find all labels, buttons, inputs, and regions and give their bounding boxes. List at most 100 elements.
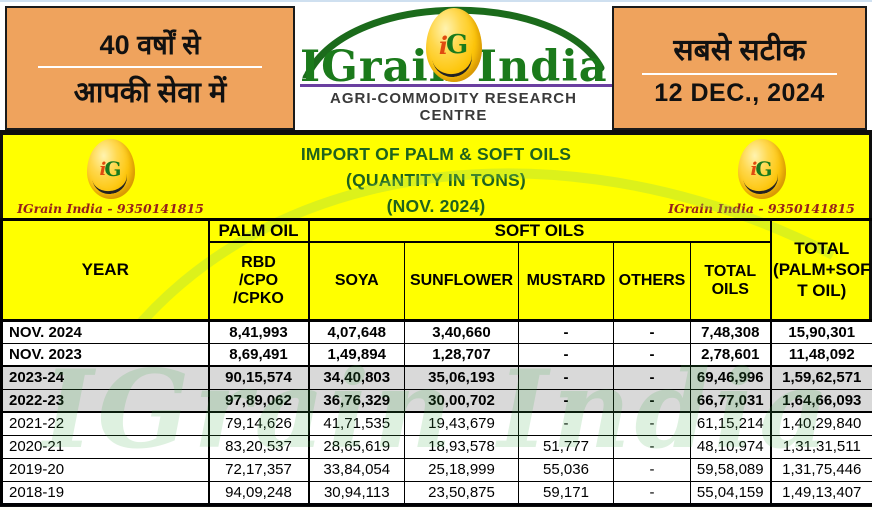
col-header-year: YEAR — [1, 219, 210, 322]
tagline-rule — [300, 84, 620, 87]
cell-soya: 41,71,535 — [308, 411, 405, 436]
cell-total-oils: 48,10,974 — [689, 434, 772, 459]
banner-right-divider — [641, 73, 838, 75]
col-header-soya: SOYA — [308, 241, 405, 322]
cell-others: - — [613, 365, 691, 390]
left-logo-caption: IGrain India - 9350141815 — [17, 201, 204, 216]
cell-total-oils: 69,46,996 — [689, 365, 772, 390]
egg-letter-i: i — [750, 158, 758, 180]
cell-soya: 33,84,054 — [308, 457, 405, 482]
cell-grand-total: 1,49,13,407 — [770, 480, 872, 505]
table-row-nov-2023: NOV. 2023 8,69,491 1,49,894 1,28,707 - -… — [1, 342, 872, 367]
cell-grand-total: 1,31,31,511 — [770, 434, 872, 459]
cell-total-oils: 61,15,214 — [689, 411, 772, 436]
cell-soya: 34,40,803 — [308, 365, 405, 390]
cell-total-oils: 55,04,159 — [689, 480, 772, 505]
cell-total-oils: 7,48,308 — [689, 319, 772, 344]
col-header-others: OTHERS — [613, 241, 691, 322]
col-header-mustard: MUSTARD — [518, 241, 614, 322]
row-year: NOV. 2023 — [1, 342, 210, 367]
col-header-total: TOTAL (PALM+SOF T OIL) — [769, 219, 872, 322]
banner-right-line1: सबसे सटीक — [673, 34, 806, 67]
cell-palm: 90,15,574 — [208, 365, 310, 390]
cell-sunflower: 19,43,679 — [404, 411, 519, 436]
table-row-2022-23: 2022-23 97,89,062 36,76,329 30,00,702 - … — [1, 388, 872, 413]
group-header-row: YEAR PALM OIL SOFT OILS TOTAL (PALM+SOF … — [1, 219, 872, 322]
cell-others: - — [613, 411, 691, 436]
report-date: 12 DEC., 2024 — [654, 79, 825, 107]
cell-sunflower: 23,50,875 — [404, 480, 519, 505]
title-line-1: IMPORT OF PALM & SOFT OILS — [300, 144, 572, 164]
banner-left-line1: 40 वर्षों से — [99, 30, 201, 60]
cell-sunflower: 18,93,578 — [404, 434, 519, 459]
report-body: IGrain India iG IGrain India - 935014181… — [0, 135, 872, 507]
cell-grand-total: 1,59,62,571 — [770, 365, 872, 390]
cell-palm: 83,20,537 — [208, 434, 310, 459]
row-year: 2023-24 — [1, 365, 210, 390]
egg-letter-g: G — [445, 30, 469, 60]
cell-grand-total: 15,90,301 — [770, 319, 872, 344]
cell-total-oils: 66,77,031 — [689, 388, 772, 413]
cell-mustard: - — [518, 342, 614, 367]
cell-palm: 8,41,993 — [208, 319, 310, 344]
cell-others: - — [613, 388, 691, 413]
brand-tagline-block: AGRI-COMMODITY RESEARCH CENTRE — [300, 84, 620, 124]
cell-soya: 36,76,329 — [308, 388, 405, 413]
sub-header-row: RBD /CPO /CPKO SOYA SUNFLOWER MUSTARD OT… — [2, 241, 872, 322]
brand-tagline: AGRI-COMMODITY RESEARCH CENTRE — [330, 90, 577, 124]
cell-grand-total: 1,31,75,446 — [770, 457, 872, 482]
cell-palm: 94,09,248 — [208, 480, 310, 505]
table-row-2023-24: 2023-24 90,15,574 34,40,803 35,06,193 - … — [1, 365, 872, 390]
cell-total-oils: 59,58,089 — [689, 457, 772, 482]
row-year: 2022-23 — [1, 388, 210, 413]
cell-sunflower: 35,06,193 — [404, 365, 519, 390]
col-header-sunflower: SUNFLOWER — [404, 241, 519, 322]
cell-grand-total: 1,40,29,840 — [770, 411, 872, 436]
cell-soya: 28,65,619 — [308, 434, 405, 459]
row-year: NOV. 2024 — [1, 319, 210, 344]
banner-left-box: 40 वर्षों से आपकी सेवा में — [5, 6, 295, 130]
cell-sunflower: 25,18,999 — [404, 457, 519, 482]
cell-palm: 97,89,062 — [208, 388, 310, 413]
cell-others: - — [613, 319, 691, 344]
cell-palm: 8,69,491 — [208, 342, 310, 367]
cell-sunflower: 3,40,660 — [404, 319, 519, 344]
cell-total-oils: 2,78,601 — [689, 342, 772, 367]
table-row-nov-2024: NOV. 2024 8,41,993 4,07,648 3,40,660 - -… — [1, 319, 872, 344]
cell-mustard: - — [518, 319, 614, 344]
cell-soya: 30,94,113 — [308, 480, 405, 505]
cell-palm: 79,14,626 — [208, 411, 310, 436]
table-row-2020-21: 2020-21 83,20,537 28,65,619 18,93,578 51… — [1, 434, 872, 459]
cell-others: - — [613, 457, 691, 482]
cell-mustard: - — [518, 411, 614, 436]
right-logo-caption: IGrain India - 9350141815 — [668, 201, 855, 216]
table-row-2018-19: 2018-19 94,09,248 30,94,113 23,50,875 59… — [1, 480, 872, 505]
cell-mustard: 51,777 — [518, 434, 614, 459]
egg-letter-g: G — [104, 157, 122, 181]
cell-grand-total: 1,64,66,093 — [770, 388, 872, 413]
cell-mustard: - — [518, 365, 614, 390]
cell-sunflower: 30,00,702 — [404, 388, 519, 413]
row-year: 2019-20 — [1, 457, 210, 482]
cell-grand-total: 11,48,092 — [770, 342, 872, 367]
cell-palm: 72,17,357 — [208, 457, 310, 482]
row-year: 2018-19 — [1, 480, 210, 505]
group-header-soft-oils: SOFT OILS — [307, 219, 772, 243]
report-title: IMPORT OF PALM & SOFT OILS (QUANTITY IN … — [218, 135, 654, 218]
banner-left-divider — [38, 66, 262, 68]
cell-sunflower: 1,28,707 — [404, 342, 519, 367]
banner-left-line2: आपकी सेवा में — [73, 77, 227, 109]
cell-mustard: 59,171 — [518, 480, 614, 505]
cell-others: - — [613, 434, 691, 459]
egg-letter-g: G — [755, 157, 773, 181]
cell-others: - — [613, 342, 691, 367]
import-data-table: YEAR PALM OIL SOFT OILS TOTAL (PALM+SOF … — [0, 218, 872, 506]
